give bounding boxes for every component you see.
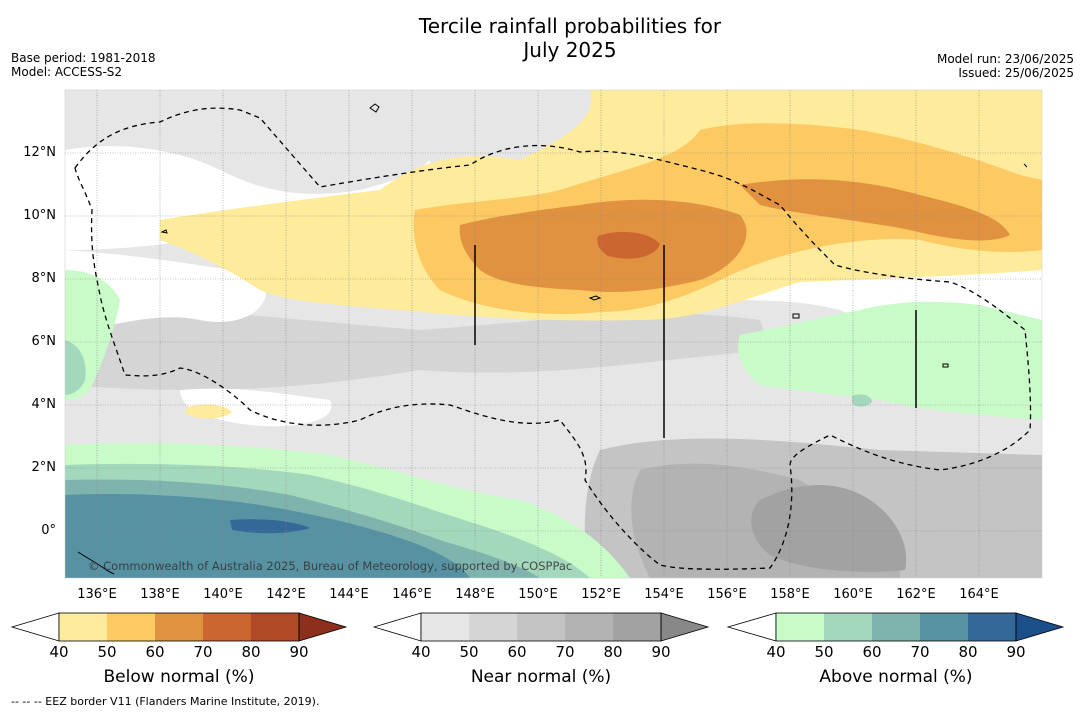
lat-label-10n: 10°N (23, 208, 56, 223)
lon-label-146e: 146°E (392, 587, 432, 602)
eez-border (74, 107, 1032, 570)
cb-near-tick: 70 (555, 643, 575, 661)
above-normal-50-region-east (738, 301, 1042, 420)
lon-label-160e: 160°E (833, 587, 873, 602)
lon-label-144e: 144°E (329, 587, 369, 602)
map-title: Tercile rainfall probabilities for July … (0, 14, 1085, 62)
model-label: Model: ACCESS-S2 (11, 65, 123, 79)
base-period-label: Base period: 1981-2018 (11, 51, 156, 65)
lon-label-152e: 152°E (581, 587, 621, 602)
colorbar-above-normal (726, 612, 1065, 642)
cb-below-tick: 40 (49, 643, 69, 661)
meta-left: Base period: 1981-2018 Model: ACCESS-S2 (11, 51, 156, 79)
map-title-line1: Tercile rainfall probabilities for (418, 14, 722, 38)
colorbar-near-normal (372, 612, 710, 642)
island-outlines (77, 103, 1028, 575)
above-normal-60-patch-east (852, 394, 872, 407)
lon-label-148e: 148°E (455, 587, 495, 602)
cb-near-tick: 60 (507, 643, 527, 661)
above-normal-80-region-south (65, 494, 470, 578)
above-normal-60-region-west (65, 340, 86, 395)
colorbar-below-normal (10, 612, 348, 642)
lat-label-0: 0° (41, 523, 56, 538)
above-normal-90-region-south (230, 519, 310, 534)
lon-label-156e: 156°E (707, 587, 747, 602)
lat-label-2n: 2°N (31, 460, 57, 475)
near-normal-60-region (65, 300, 770, 390)
cb-below-tick: 50 (97, 643, 117, 661)
cb-above-tick: 90 (1006, 643, 1026, 661)
below-normal-50-patch-south (186, 404, 232, 419)
lon-label-158e: 158°E (770, 587, 810, 602)
lat-label-4n: 4°N (31, 397, 57, 412)
lon-label-162e: 162°E (896, 587, 936, 602)
lon-label-150e: 150°E (518, 587, 558, 602)
white-patch-north (65, 146, 430, 250)
lon-label-136e: 136°E (77, 587, 117, 602)
lon-label-164e: 164°E (959, 587, 999, 602)
eez-border-legend: -- -- -- EEZ border V11 (Flanders Marine… (11, 695, 320, 708)
colorbar-below-title: Below normal (%) (103, 667, 255, 687)
cb-below-tick: 70 (193, 643, 213, 661)
colorbar-above-title: Above normal (%) (819, 667, 973, 687)
cb-near-tick: 50 (459, 643, 479, 661)
below-normal-70-region-east (740, 179, 1010, 241)
meta-right: Model run: 23/06/2025 Issued: 25/06/2025 (937, 52, 1074, 80)
cb-above-tick: 70 (910, 643, 930, 661)
colorbar-below-extend-high (298, 612, 348, 642)
map-frame (64, 89, 1043, 579)
lon-label-154e: 154°E (644, 587, 684, 602)
cb-below-tick: 80 (241, 643, 261, 661)
cb-above-tick: 60 (862, 643, 882, 661)
colorbar-near-title: Near normal (%) (470, 667, 612, 687)
map-title-line2: July 2025 (523, 38, 617, 62)
map-copyright: © Commonwealth of Australia 2025, Bureau… (88, 559, 572, 573)
cb-above-tick: 50 (814, 643, 834, 661)
graticule (65, 90, 1042, 578)
cb-below-tick: 60 (145, 643, 165, 661)
lat-label-8n: 8°N (31, 271, 57, 286)
model-run-label: Model run: 23/06/2025 (936, 52, 1074, 66)
cb-near-tick: 80 (603, 643, 623, 661)
cb-near-tick: 90 (651, 643, 671, 661)
colorbar-below-extend-low (10, 612, 60, 642)
lon-label-142e: 142°E (266, 587, 306, 602)
cb-below-tick: 90 (289, 643, 309, 661)
cb-above-tick: 40 (766, 643, 786, 661)
below-normal-80-region (597, 231, 660, 259)
lat-label-12n: 12°N (23, 145, 56, 160)
lon-label-140e: 140°E (203, 587, 243, 602)
lat-label-6n: 6°N (31, 334, 57, 349)
issued-label: Issued: 25/06/2025 (958, 66, 1074, 80)
cb-near-tick: 40 (411, 643, 431, 661)
lon-label-138e: 138°E (140, 587, 180, 602)
cb-above-tick: 80 (958, 643, 978, 661)
